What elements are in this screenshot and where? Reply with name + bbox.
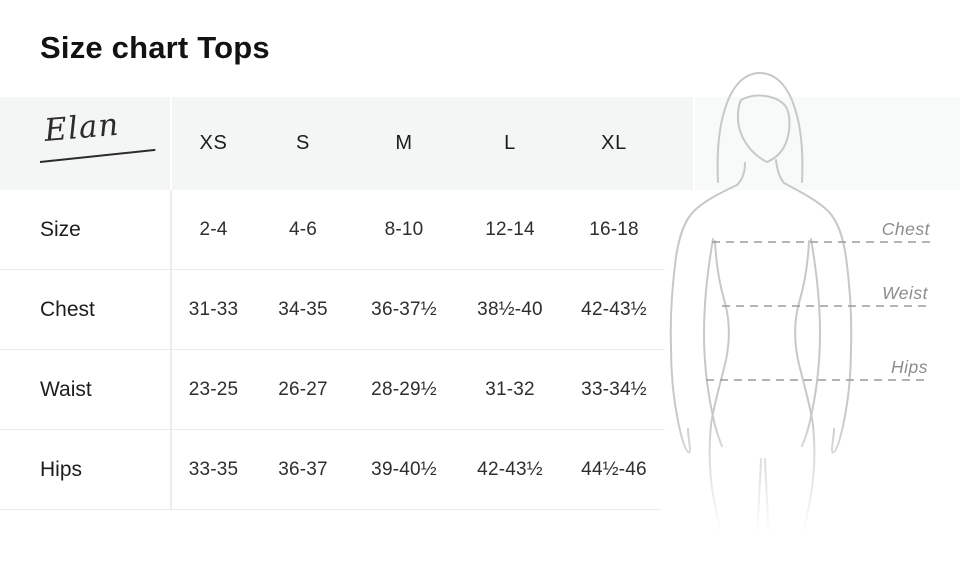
table-row-hips: Hips 33-35 36-37 39-40½ 42-43½ 44½-46 <box>0 430 665 510</box>
measurement-value: 33-34½ <box>581 378 647 400</box>
measurement-value: 38½-40 <box>477 298 543 320</box>
female-figure-outline: Chest Weist Hips <box>660 71 960 568</box>
column-divider <box>170 270 172 349</box>
measurement-value: 39-40½ <box>371 458 437 480</box>
measurement-value: 36-37½ <box>371 298 437 320</box>
table-row-size: Size 2-4 4-6 8-10 12-14 16-18 <box>0 190 665 270</box>
neck-left <box>736 162 746 186</box>
measurement-value: 36-37 <box>278 458 328 480</box>
hair-outline <box>716 71 804 183</box>
row-label: Hips <box>40 457 83 481</box>
measurement-value: 42-43½ <box>477 458 543 480</box>
size-column-header-s: S <box>296 132 310 154</box>
size-column-header-xs: XS <box>199 132 228 154</box>
hips-label: Hips <box>891 357 928 377</box>
measurement-value: 34-35 <box>278 298 328 320</box>
size-table: Elan XS S M L XL Size 2-4 4-6 8-10 12-14… <box>0 97 665 510</box>
measurement-value: 31-33 <box>188 298 239 320</box>
brand-logo-text: Elan <box>42 106 121 149</box>
measurement-value: 8-10 <box>384 218 424 240</box>
measurement-value: 42-43½ <box>581 298 647 320</box>
measurement-value: 26-27 <box>278 378 328 400</box>
measurement-value: 4-6 <box>288 218 318 240</box>
waist-label: Weist <box>882 283 929 303</box>
measurement-value: 44½-46 <box>581 458 647 480</box>
size-column-header-l: L <box>504 132 516 154</box>
chest-label: Chest <box>882 219 931 239</box>
size-column-header-m: M <box>395 132 413 154</box>
measurement-value: 2-4 <box>199 218 228 240</box>
measurement-value: 23-25 <box>188 378 239 400</box>
header-band-extension <box>695 97 960 190</box>
row-label: Chest <box>40 297 95 321</box>
row-label: Size <box>40 217 81 241</box>
size-column-header-xl: XL <box>601 132 627 154</box>
measurement-value: 12-14 <box>485 218 535 240</box>
row-label: Waist <box>40 377 92 401</box>
table-row-waist: Waist 23-25 26-27 28-29½ 31-32 33-34½ <box>0 350 665 430</box>
measurement-value: 28-29½ <box>371 378 437 400</box>
legs-fade-overlay <box>660 415 960 568</box>
measurement-value: 31-32 <box>485 378 535 400</box>
brand-logo: Elan <box>39 106 162 175</box>
header-band <box>0 97 693 190</box>
column-divider <box>170 350 172 429</box>
face-outline <box>736 94 791 164</box>
body-right-outline <box>783 182 853 454</box>
table-row-chest: Chest 31-33 34-35 36-37½ 38½-40 42-43½ <box>0 270 665 350</box>
column-divider <box>170 430 172 509</box>
measurement-value: 16-18 <box>589 218 639 240</box>
column-divider <box>170 97 172 190</box>
neck-right <box>775 159 785 184</box>
table-header-row: Elan XS S M L XL <box>0 97 665 190</box>
measurement-value: 33-35 <box>188 458 239 480</box>
column-divider <box>170 190 172 269</box>
page-title: Size chart Tops <box>40 30 270 65</box>
brand-logo-underline <box>39 148 156 163</box>
brand-logo-cell: Elan <box>0 97 170 190</box>
